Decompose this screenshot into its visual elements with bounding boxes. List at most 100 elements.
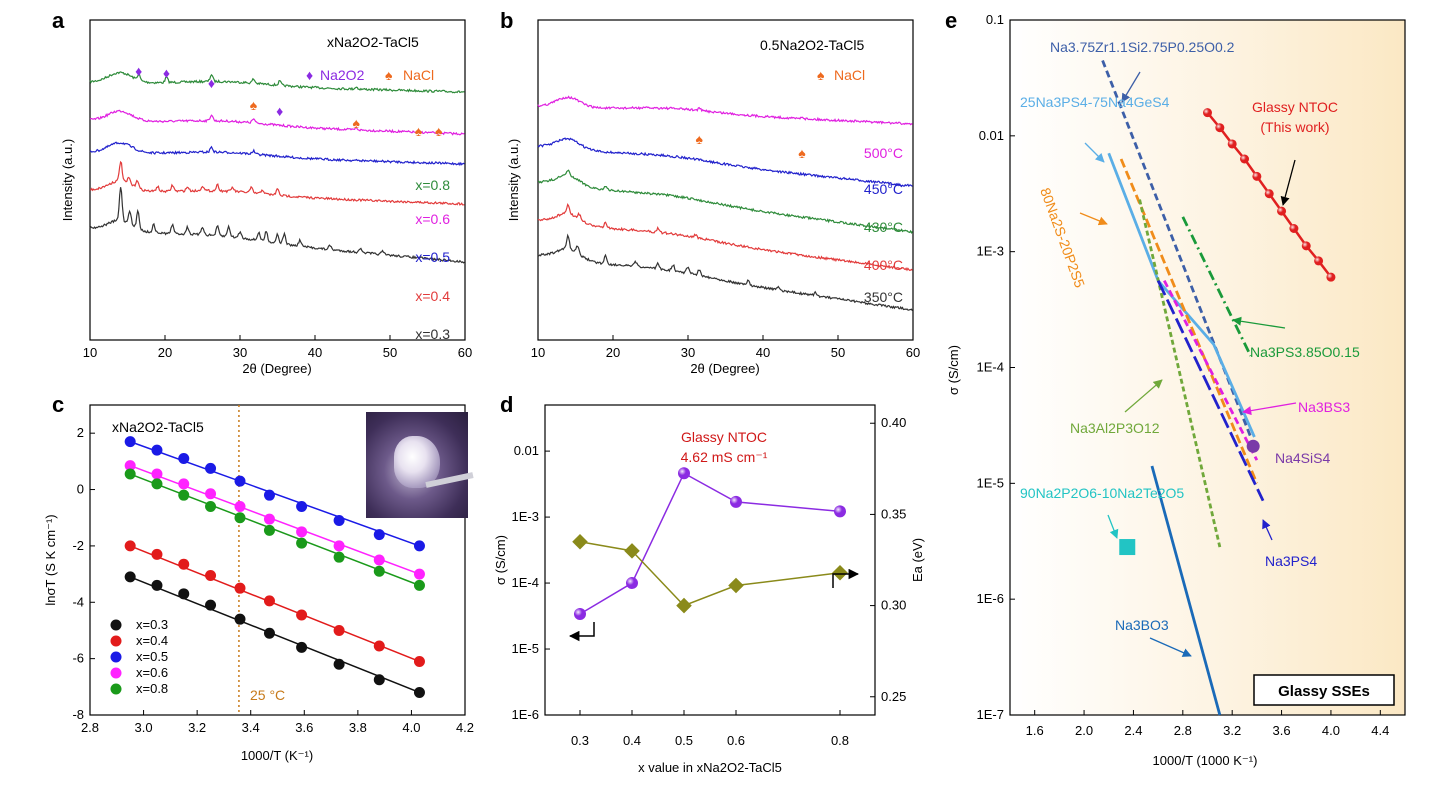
a-marker-nacl: ♠ <box>435 123 443 139</box>
panel-a-xlabel: 2θ (Degree) <box>242 361 311 376</box>
a-xtick-label: 30 <box>233 345 247 360</box>
c-point <box>178 478 190 490</box>
e-point-90na2p2o6 <box>1119 539 1136 556</box>
c-point <box>413 579 425 591</box>
c-xtick-label: 4.2 <box>456 720 474 735</box>
panel-e-legend-box-label: Glassy SSEs <box>1278 683 1370 700</box>
c-legend-marker-2 <box>110 651 122 663</box>
panel-label-b: b <box>500 8 513 33</box>
d-point-ea <box>676 597 692 614</box>
c-point <box>296 641 308 653</box>
a-marker-nacl: ♠ <box>250 97 258 113</box>
panel-c-xlabel: 1000/T (K⁻¹) <box>241 748 313 763</box>
c-point <box>124 571 136 583</box>
c-point <box>124 540 136 552</box>
c-point <box>333 658 345 670</box>
d-point-ea <box>832 564 848 581</box>
b-xtick-label: 30 <box>681 345 695 360</box>
c-xtick-label: 3.6 <box>295 720 313 735</box>
d-ytick-left-label: 1E-6 <box>512 707 539 722</box>
c-point <box>373 640 385 652</box>
panel-c-title: xNa2O2-TaCl5 <box>112 419 204 435</box>
a-xtick-label: 60 <box>458 345 472 360</box>
e-ntoc-point-shade <box>1252 171 1262 181</box>
panel-d-composition: 0.3 0.4 0.5 0.6 0.8 1E-6 1E-5 1E-4 1E-3 0.01 0.25 0… <box>493 404 925 775</box>
c-legend-label-1: x=0.4 <box>136 633 168 648</box>
a-curve-4 <box>89 187 465 264</box>
c-point <box>178 588 190 600</box>
a-xtick-label: 20 <box>158 345 172 360</box>
e-label-10: 90Na2P2O6-10Na2Te2O5 <box>1020 485 1184 501</box>
c-legend-marker-1 <box>110 635 122 647</box>
e-label-6: Na3BS3 <box>1298 399 1350 415</box>
d-point-sigma-shade <box>834 505 846 518</box>
d-point-ea <box>572 533 588 550</box>
c-legend-marker-4 <box>110 683 122 695</box>
a-marker-na2o2: ♦ <box>135 63 142 79</box>
panel-label-c: c <box>52 392 64 417</box>
a-xtick-label: 40 <box>308 345 322 360</box>
panel-a-frame <box>89 19 466 341</box>
c-xtick-label: 3.0 <box>135 720 153 735</box>
b-series-label-0: 500°C <box>864 145 903 161</box>
c-point <box>263 595 275 607</box>
c-point <box>205 462 217 474</box>
b-curve-1 <box>537 137 913 188</box>
e-xtick-label: 1.6 <box>1026 723 1044 738</box>
d-point-sigma-shade <box>730 495 742 508</box>
a-series-label-4: x=0.3 <box>415 326 450 342</box>
panel-a-legend-na2o2: Na2O2 <box>320 67 365 83</box>
b-curve-2 <box>537 169 913 234</box>
c-point <box>151 444 163 456</box>
d-xtick-label: 0.3 <box>571 733 589 748</box>
panel-b-ylabel: Intensity (a.u.) <box>506 139 521 221</box>
e-label-9: Na4SiS4 <box>1275 450 1330 466</box>
c-ytick-label: -4 <box>72 594 84 609</box>
d-point-sigma-shade <box>678 467 690 480</box>
b-marker-nacl: ♠ <box>696 131 704 147</box>
e-ytick-label: 1E-3 <box>977 244 1004 259</box>
e-arrow-3 <box>1280 159 1296 206</box>
c-xtick-label: 3.4 <box>242 720 260 735</box>
c-point <box>263 513 275 525</box>
panel-b-markers: ♠♠ <box>696 131 807 161</box>
c-point <box>373 554 385 566</box>
e-arrow-8 <box>1149 637 1192 657</box>
c-point <box>124 468 136 480</box>
e-arrow-6 <box>1124 379 1163 413</box>
a-xtick-label: 50 <box>383 345 397 360</box>
panel-a-curves <box>89 71 465 264</box>
b-xtick-label: 60 <box>906 345 920 360</box>
panel-c-plot: 2.8 3.0 3.2 3.4 3.6 3.8 4.0 4.2 -8 -6 -4 -2 0 2 <box>72 405 474 735</box>
panel-b-curves <box>537 95 913 312</box>
d-ytick-left-label: 0.01 <box>514 443 539 458</box>
e-arrow-1 <box>1084 142 1105 163</box>
panel-b-frame <box>537 19 914 341</box>
e-series-line-1 <box>1101 60 1253 438</box>
b-xtick-label: 10 <box>531 345 545 360</box>
e-label-7: Na3PS4 <box>1265 553 1317 569</box>
d-ytick-left-label: 1E-3 <box>512 509 539 524</box>
panel-e-comparison: 1.6 2.0 2.4 2.8 3.2 3.6 4.0 4.4 1E-7 1E-6 1E-5 1E-4… <box>946 12 1406 768</box>
e-arrow-9 <box>1107 514 1119 539</box>
e-xtick-label: 2.0 <box>1075 723 1093 738</box>
b-series-label-1: 450°C <box>864 181 903 197</box>
c-point <box>178 489 190 501</box>
e-ntoc-point-shade <box>1215 123 1225 133</box>
e-label-0: Glassy NTOC <box>1252 99 1338 115</box>
d-point-ea <box>624 543 640 559</box>
c-point <box>373 529 385 541</box>
e-label-5: Na3PS3.85O0.15 <box>1250 344 1360 360</box>
panel-d-plot: 0.3 0.4 0.5 0.6 0.8 1E-6 1E-5 1E-4 1E-3 0.01 0.25 0… <box>512 415 907 748</box>
panel-c-frame <box>89 404 466 716</box>
e-xtick-label: 4.0 <box>1322 723 1340 738</box>
b-curve-0 <box>537 95 913 126</box>
c-ytick-label: -2 <box>72 538 84 553</box>
a-marker-nacl: ♠ <box>415 123 423 139</box>
b-series-label-2: 430°C <box>864 219 903 235</box>
c-point <box>178 558 190 570</box>
e-label-3: 25Na3PS4-75Na4GeS4 <box>1020 94 1170 110</box>
a-marker-na2o2: ♦ <box>276 103 283 119</box>
glass-sample-photo <box>366 412 474 518</box>
c-point <box>124 460 136 472</box>
